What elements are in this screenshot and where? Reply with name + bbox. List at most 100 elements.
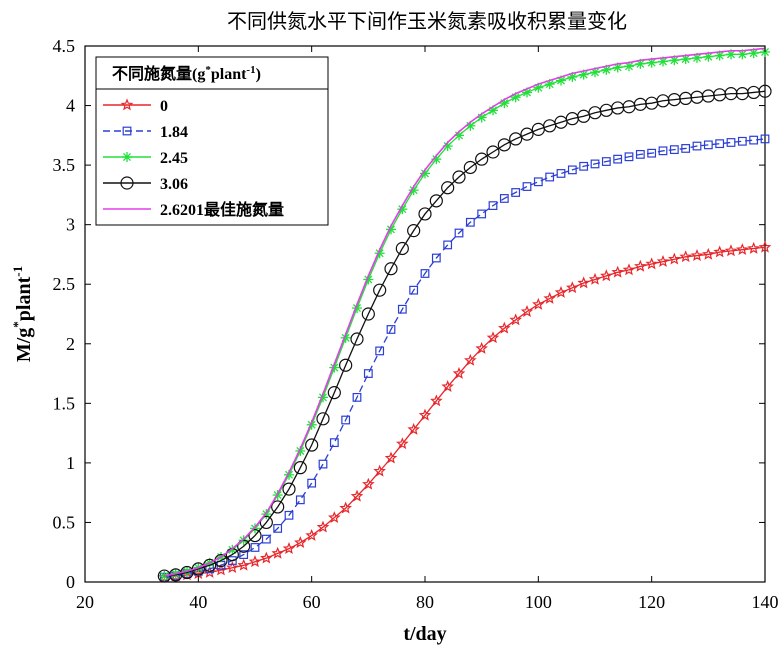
data-point	[248, 555, 262, 568]
data-point	[363, 369, 373, 378]
data-point	[747, 241, 760, 254]
data-point	[386, 325, 396, 334]
data-point	[282, 482, 296, 496]
data-point	[511, 188, 521, 197]
legend-label: 1.84	[160, 124, 188, 141]
data-point	[724, 87, 738, 101]
data-point	[668, 252, 681, 265]
data-point	[329, 438, 339, 448]
data-point	[477, 209, 487, 219]
data-point	[567, 165, 577, 175]
data-point	[339, 501, 352, 514]
data-point	[497, 138, 511, 152]
data-point	[339, 358, 353, 372]
data-point	[658, 146, 668, 156]
x-tick-label: 140	[752, 592, 779, 612]
data-point	[646, 57, 657, 68]
data-point	[588, 272, 602, 285]
data-point	[760, 134, 770, 144]
data-point	[715, 139, 725, 149]
y-tick-label: 4.5	[53, 36, 76, 56]
data-point	[260, 551, 273, 564]
x-tick-label: 40	[189, 592, 207, 612]
data-point	[600, 269, 613, 282]
data-point	[250, 543, 260, 552]
y-axis-label-main: M/g	[13, 328, 35, 362]
data-point	[749, 135, 759, 145]
data-point	[532, 297, 545, 310]
data-point	[692, 141, 702, 151]
data-point	[420, 269, 430, 278]
data-point	[443, 240, 453, 250]
data-point	[429, 194, 443, 208]
data-point	[295, 495, 305, 505]
y-tick-label: 1	[66, 453, 75, 473]
data-point	[237, 558, 250, 571]
data-point	[758, 84, 772, 98]
data-point	[613, 154, 623, 164]
data-point	[635, 149, 645, 159]
data-point	[545, 172, 555, 182]
legend-entries: 0 1.84 2.45 3.06 2.6201最佳施氮量	[103, 98, 284, 219]
data-point	[475, 341, 488, 354]
y-tick-label: 2	[66, 334, 75, 354]
data-point	[522, 182, 532, 191]
series-layer	[157, 46, 772, 583]
data-point	[601, 157, 611, 166]
data-point	[454, 228, 464, 238]
legend-label: 2.6201最佳施氮量	[160, 200, 284, 219]
data-point	[316, 520, 330, 533]
legend-marker	[120, 176, 134, 190]
data-point	[407, 422, 420, 435]
data-point	[307, 478, 317, 488]
data-point	[488, 201, 498, 211]
legend-entry: 2.45	[103, 150, 188, 167]
data-point	[237, 539, 251, 553]
data-point	[645, 257, 658, 270]
data-point	[409, 285, 419, 295]
data-point	[509, 313, 522, 326]
data-point	[271, 546, 284, 559]
data-point	[431, 253, 441, 263]
data-point	[273, 523, 283, 533]
data-point	[227, 556, 237, 565]
data-point	[656, 254, 670, 267]
legend-entry: 0	[103, 98, 168, 115]
legend-box	[95, 56, 329, 226]
data-point	[520, 305, 534, 317]
data-point	[737, 136, 747, 146]
data-point	[713, 245, 726, 258]
y-tick-label: 4	[66, 96, 75, 116]
series-line	[164, 47, 766, 577]
data-point	[441, 181, 455, 195]
data-point	[669, 55, 680, 66]
legend-entry: 3.06	[103, 176, 188, 193]
y-tick-label: 2.5	[53, 274, 76, 294]
y-axis-label-mid: plant	[13, 276, 35, 321]
series-3	[157, 84, 772, 583]
y-axis-label-sup1: *	[10, 321, 25, 328]
data-point	[350, 332, 364, 346]
data-point	[566, 281, 579, 294]
data-point	[373, 464, 386, 477]
data-point	[647, 148, 657, 158]
legend-label: 2.45	[160, 150, 188, 167]
data-point	[373, 283, 387, 297]
data-point	[702, 247, 715, 260]
data-point	[452, 366, 466, 379]
data-point	[271, 500, 285, 514]
data-point	[341, 415, 351, 425]
data-point	[361, 307, 375, 321]
data-point	[305, 438, 319, 452]
data-point	[724, 244, 738, 257]
x-axis-label: t/day	[403, 623, 446, 645]
data-point	[384, 451, 398, 464]
data-point	[316, 412, 330, 426]
legend-title-main: 不同施氮量(g	[112, 64, 205, 83]
data-point	[590, 159, 600, 169]
y-tick-label: 0	[66, 572, 75, 592]
data-point	[328, 511, 341, 524]
data-point	[284, 510, 294, 520]
legend-entry: 2.6201最佳施氮量	[103, 200, 284, 219]
data-point	[556, 169, 566, 178]
